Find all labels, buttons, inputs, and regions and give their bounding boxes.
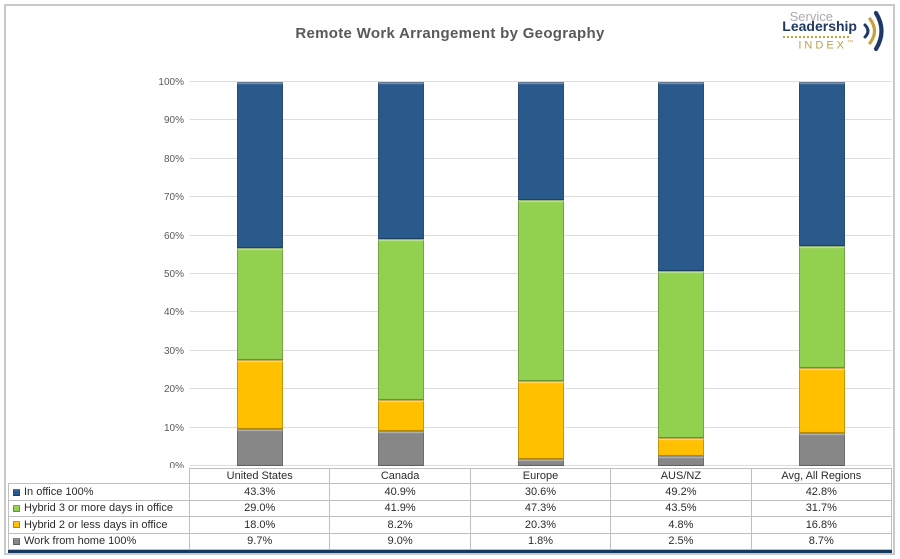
series-name: Work from home 100% xyxy=(24,535,137,548)
logo-swoosh-icon xyxy=(863,10,884,52)
bar-segment xyxy=(518,381,565,460)
logo-leadership-text: Leadership xyxy=(782,18,857,35)
table-header-cell: Europe xyxy=(470,468,612,485)
value-cell: 41.9% xyxy=(330,500,471,518)
bar-column-3 xyxy=(611,82,751,466)
service-leadership-logo: Service Leadership INDEX™ xyxy=(782,8,888,54)
bar-column-1 xyxy=(330,82,470,466)
table-header-cell: United States xyxy=(190,468,331,485)
table-header-cell: AUS/NZ xyxy=(611,468,752,485)
bar-segment xyxy=(518,82,565,200)
table-header-cell: Canada xyxy=(330,468,471,485)
legend-swatch xyxy=(13,521,20,529)
table-bottom-border xyxy=(8,550,892,553)
bar-segment xyxy=(377,239,424,400)
logo-index-text: INDEX™ xyxy=(798,39,853,52)
value-cell: 31.7% xyxy=(751,500,892,518)
y-tick-label-100: 100% xyxy=(158,77,184,88)
stacked-bar-3 xyxy=(658,82,705,466)
legend-swatch xyxy=(13,537,20,545)
bar-segment xyxy=(518,459,565,466)
stacked-bar-4 xyxy=(798,82,845,466)
logo-trademark: ™ xyxy=(847,40,853,47)
plot-area xyxy=(190,81,892,466)
value-cell: 43.3% xyxy=(190,484,331,501)
stacked-bar-1 xyxy=(377,82,424,466)
bar-column-0 xyxy=(190,82,330,466)
y-tick-label-70: 70% xyxy=(163,192,184,204)
value-cell: 9.0% xyxy=(330,533,471,550)
value-cell: 18.0% xyxy=(190,517,331,534)
table-header-cell: Avg, All Regions xyxy=(751,468,892,485)
bar-segment xyxy=(237,82,284,249)
value-cell: 20.3% xyxy=(470,517,612,534)
bar-segment xyxy=(798,368,845,433)
gridline-100 xyxy=(190,81,892,82)
data-table: United States Canada Europe AUS/NZ Avg, All … xyxy=(8,468,892,550)
stacked-bar-2 xyxy=(518,82,565,466)
bar-segment xyxy=(798,82,845,247)
y-tick-label-90: 90% xyxy=(163,115,184,127)
outer-frame xyxy=(4,4,895,555)
row-label-cell: Hybrid 2 or less days in office xyxy=(8,517,190,534)
y-tick-label-30: 30% xyxy=(163,345,184,357)
value-cell: 47.3% xyxy=(470,500,612,518)
bar-segment xyxy=(237,359,284,429)
y-tick-label-40: 40% xyxy=(163,307,184,319)
value-cell: 29.0% xyxy=(190,500,331,518)
chart-title: Remote Work Arrangement by Geography xyxy=(295,25,605,42)
bar-segment xyxy=(518,199,565,382)
value-cell: 4.8% xyxy=(611,517,752,534)
y-tick-label-80: 80% xyxy=(163,153,184,165)
bar-segment xyxy=(377,82,424,240)
bar-segment xyxy=(798,246,845,369)
value-cell: 42.8% xyxy=(751,484,892,501)
series-name: Hybrid 3 or more days in office xyxy=(24,502,173,515)
value-cell: 49.2% xyxy=(611,484,752,501)
value-cell: 30.6% xyxy=(470,484,612,501)
logo-tagline-dots xyxy=(783,36,849,39)
series-name: In office 100% xyxy=(24,486,94,499)
bar-column-2 xyxy=(471,82,611,466)
series-name: Hybrid 2 or less days in office xyxy=(24,518,168,531)
bar-column-4 xyxy=(752,82,892,466)
y-tick-label-10: 10% xyxy=(163,422,184,434)
bar-segment xyxy=(658,270,705,438)
value-cell: 40.9% xyxy=(330,484,471,501)
stacked-bar-0 xyxy=(237,82,284,466)
bar-segment xyxy=(658,82,705,271)
logo-text: Service Leadership INDEX™ xyxy=(782,10,857,53)
legend-swatch xyxy=(13,504,20,512)
y-tick-label-60: 60% xyxy=(163,230,184,242)
value-cell: 8.7% xyxy=(751,533,892,550)
value-cell: 1.8% xyxy=(470,533,612,550)
logo-service-text: Service xyxy=(789,8,833,24)
value-cell: 2.5% xyxy=(611,533,752,550)
row-label-cell: In office 100% xyxy=(8,484,190,501)
y-axis: 0% 10% 20% 30% 40% 50% 60% 70% 80% 90% 100% xyxy=(128,77,184,472)
value-cell: 9.7% xyxy=(190,533,331,550)
y-tick-label-0: 0% xyxy=(169,461,184,472)
bar-segment xyxy=(377,399,424,432)
bar-segment xyxy=(798,432,845,466)
bar-segment xyxy=(237,248,284,360)
bar-segment xyxy=(658,437,705,457)
row-label-cell: Work from home 100% xyxy=(8,533,190,550)
table-corner-cell xyxy=(8,468,190,485)
y-tick-label-20: 20% xyxy=(163,384,184,396)
bar-segment xyxy=(237,428,284,466)
row-label-cell: Hybrid 3 or more days in office xyxy=(8,500,190,518)
legend-swatch xyxy=(13,488,20,496)
bar-segment xyxy=(377,431,424,466)
value-cell: 43.5% xyxy=(611,500,752,518)
value-cell: 8.2% xyxy=(330,517,471,534)
y-tick-label-50: 50% xyxy=(163,269,184,280)
value-cell: 16.8% xyxy=(751,517,892,534)
bar-segment xyxy=(658,456,705,466)
